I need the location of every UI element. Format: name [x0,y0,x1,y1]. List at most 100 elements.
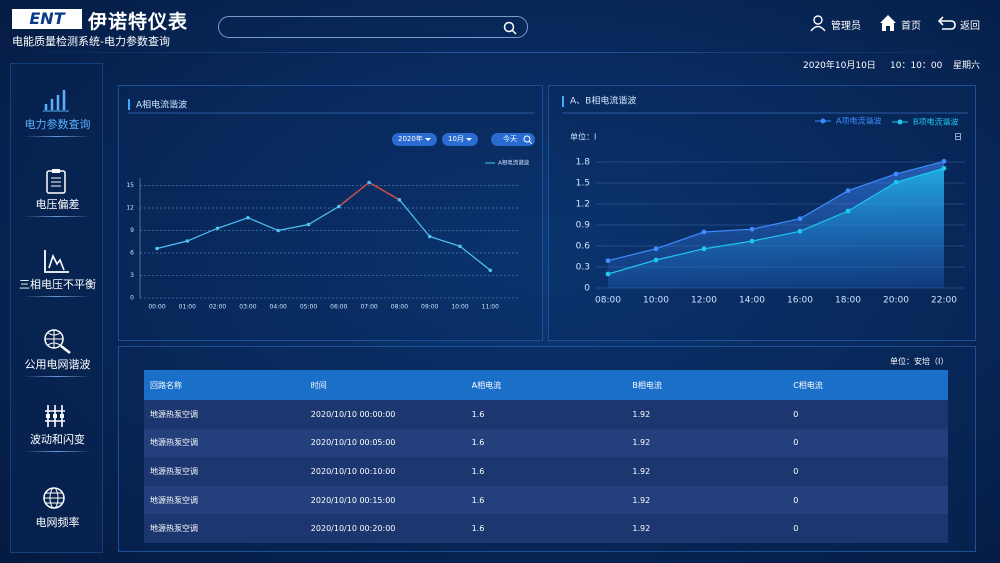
data-point [893,171,899,177]
data-point [397,197,402,202]
table-unit: 单位：安培（I） [890,357,949,366]
menu-label: 电压偏差 [35,198,80,211]
title-bar [562,96,564,107]
cell: 0 [787,485,948,515]
cell: 0 [787,428,948,458]
menu-item[interactable]: 电压偏差 [11,144,104,220]
nav-home[interactable]: 首页 [901,21,921,32]
cell: 2020/10/10 00:00:00 [304,400,466,429]
table-row: 地源热泵空调 2020/10/10 00:05:00 1.6 1.92 0 [144,428,948,458]
x-axis-label: 日 [954,133,962,142]
x-tick-label: 09:00 [421,304,438,311]
data-point [367,180,371,185]
column-header: 回路名称 [144,370,305,400]
cell: 1.92 [626,457,788,486]
y-tick-label: 1.5 [576,179,590,189]
y-tick-label: 0 [584,284,590,294]
x-tick-label: 10:00 [451,304,468,311]
x-tick-label: 02:00 [209,304,226,311]
column-header: B相电流 [626,370,788,400]
y-tick-label: 12 [126,205,134,212]
time: 10：10：00 [890,61,943,71]
search-bar[interactable] [218,16,528,38]
menu-item[interactable]: 波动和闪变 [11,379,104,455]
data-point [749,226,755,232]
x-tick-label: 22:00 [931,296,957,306]
x-tick-label: 14:00 [739,296,765,306]
icon [43,487,65,509]
data-area [608,168,944,288]
menu-label: 电力参数查询 [24,118,91,131]
data-point [653,257,659,263]
data-table: 回路名称 时间 A相电流 B相电流 C相电流 地源热泵空调 2020/10/10 00:00… [144,370,948,543]
y-tick-label: 0.6 [576,242,591,252]
chart-title: A、B相电流谐波 [570,95,636,107]
cell: 2020/10/10 00:05:00 [304,428,466,458]
data-point [845,208,851,214]
data-point [427,234,432,239]
data-point [155,246,159,251]
y-tick-label: 0 [130,295,134,302]
cell: 0 [787,514,948,543]
data-point [893,179,899,185]
brand: 伊诺特仪表 [88,11,189,33]
column-header: C相电流 [787,370,948,400]
x-tick-label: 01:00 [179,304,196,311]
menu-item[interactable]: 电力参数查询 [11,64,104,140]
year-select[interactable]: 2020年 [392,133,437,146]
data-point [605,271,611,277]
highlight-segment [368,181,400,201]
data-point [246,215,250,220]
menu-item[interactable]: 电网频率 [11,462,104,538]
search-icon[interactable] [503,21,517,35]
title-bar [128,99,130,110]
menu-item[interactable]: 三相电压不平衡 [11,224,104,300]
nav-back[interactable]: 返回 [960,21,980,32]
column-header: 时间 [304,370,466,400]
cell: 地源热泵空调 [144,428,305,458]
cell: 1.92 [626,428,788,458]
user-icon[interactable] [809,14,827,32]
data-point [701,229,707,235]
table-row: 地源热泵空调 2020/10/10 00:20:00 1.6 1.92 0 [144,514,948,543]
y-tick-label: 1.8 [576,158,591,168]
menu-label: 三相电压不平衡 [19,278,96,291]
menu-label: 公用电网谐波 [24,358,91,371]
data-point [215,226,220,231]
cell: 1.92 [626,514,788,543]
subtitle: 电能质量检测系统-电力参数查询 [12,35,170,48]
cell: 2020/10/10 00:15:00 [304,485,466,515]
home-icon[interactable] [879,14,897,32]
y-tick-label: 9 [130,227,134,234]
y-tick-label: 0.3 [576,263,590,273]
nav-admin[interactable]: 管理员 [831,21,861,32]
month-select[interactable]: 10月 [442,133,478,146]
divider [0,52,1000,53]
x-tick-label: 00:00 [148,304,165,311]
data-point [941,165,947,171]
menu-label: 电网频率 [35,516,80,529]
chart-panel [118,85,543,341]
chart-title: A相电流谐波 [136,99,187,111]
x-tick-label: 20:00 [883,296,909,306]
x-tick-label: 05:00 [300,304,317,311]
legend-label: B项电流谐波 [913,117,959,127]
table-row: 地源热泵空调 2020/10/10 00:00:00 1.6 1.92 0 [144,400,948,429]
table-row: 地源热泵空调 2020/10/10 00:10:00 1.6 1.92 0 [144,457,948,486]
legend-label: A相电流谐波 [498,159,530,167]
menu-item[interactable]: 公用电网谐波 [11,304,104,380]
today-button[interactable]: 今天 [491,133,535,146]
cell: 2020/10/10 00:10:00 [304,457,466,486]
back-icon[interactable] [937,14,957,32]
table-row: 地源热泵空调 2020/10/10 00:15:00 1.6 1.92 0 [144,485,948,515]
data-point [797,216,803,222]
weekday: 星期六 [953,61,981,71]
x-tick-label: 08:00 [391,304,408,311]
x-tick-label: 06:00 [330,304,347,311]
cell: 1.92 [626,485,788,515]
x-tick-label: 04:00 [270,304,287,311]
legend-marker [897,119,903,125]
x-tick-label: 16:00 [787,296,813,306]
data-point [605,258,611,264]
